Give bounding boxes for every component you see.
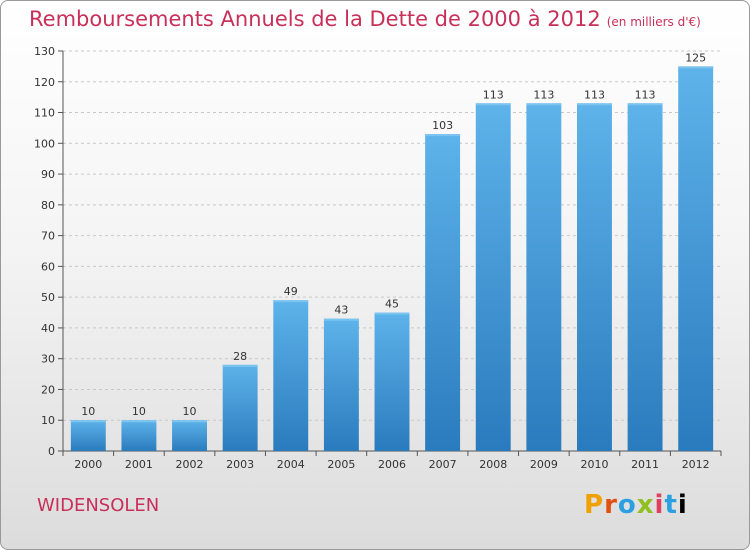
logo-letter: o (617, 490, 637, 520)
bar-highlight (323, 318, 359, 321)
bar-highlight (526, 103, 562, 106)
data-label: 49 (284, 285, 298, 298)
bar (526, 103, 562, 452)
y-tick-label: 50 (41, 291, 55, 304)
y-tick-label: 70 (41, 230, 55, 243)
bar-highlight (627, 103, 663, 106)
y-tick-label: 20 (41, 383, 55, 396)
bar-highlight (121, 420, 157, 423)
y-tick-label: 90 (41, 168, 55, 181)
bar-highlight (475, 103, 511, 106)
data-label: 10 (132, 405, 146, 418)
bar (425, 134, 461, 452)
x-tick-label: 2006 (378, 458, 406, 471)
chart-unit: (en milliers d'€) (606, 15, 701, 29)
x-tick-label: 2001 (125, 458, 153, 471)
y-tick-label: 0 (48, 445, 55, 458)
chart-title: Remboursements Annuels de la Dette de 20… (29, 7, 701, 31)
bar-highlight (576, 103, 612, 106)
bars (70, 66, 714, 452)
y-tick-label: 80 (41, 199, 55, 212)
bar (121, 420, 157, 451)
bar (70, 420, 106, 451)
bar-highlight (273, 300, 309, 303)
y-tick-label: 100 (34, 137, 55, 150)
data-label: 103 (432, 119, 453, 132)
data-label: 10 (81, 405, 95, 418)
logo-letter: x (636, 490, 655, 520)
x-tick-label: 2012 (682, 458, 710, 471)
x-tick-label: 2004 (277, 458, 305, 471)
bar (576, 103, 612, 452)
y-tick-label: 10 (41, 414, 55, 427)
x-tick-label: 2000 (74, 458, 102, 471)
bar-highlight (222, 364, 258, 367)
x-tick-label: 2008 (479, 458, 507, 471)
x-tick-label: 2010 (580, 458, 608, 471)
commune-name: WIDENSOLEN (37, 495, 160, 516)
bar (273, 300, 309, 451)
logo-letter: r (604, 490, 618, 520)
bar-highlight (374, 312, 410, 315)
x-tick-label: 2007 (429, 458, 457, 471)
logo-letter: t (664, 490, 678, 520)
bar (475, 103, 511, 452)
bar (222, 364, 258, 451)
data-label: 10 (183, 405, 197, 418)
bar (627, 103, 663, 452)
bar (172, 420, 208, 451)
y-tick-label: 40 (41, 322, 55, 335)
x-tick-label: 2011 (631, 458, 659, 471)
proxiti-logo: Proxiti (584, 490, 688, 520)
data-label: 43 (334, 304, 348, 317)
bar-highlight (425, 134, 461, 137)
bar (678, 66, 714, 451)
bar (323, 318, 359, 451)
data-label: 113 (483, 88, 504, 101)
data-label: 113 (533, 88, 554, 101)
data-label: 113 (584, 88, 605, 101)
data-label: 113 (635, 88, 656, 101)
bar (374, 312, 410, 451)
logo-letter: P (584, 490, 605, 520)
logo-letter: i (654, 490, 665, 520)
x-tick-label: 2005 (327, 458, 355, 471)
y-tick-label: 110 (34, 107, 55, 120)
x-tick-label: 2003 (226, 458, 254, 471)
data-label: 125 (685, 51, 706, 64)
chart-title-text: Remboursements Annuels de la Dette de 20… (29, 7, 601, 31)
y-tick-label: 30 (41, 353, 55, 366)
logo-letter: i (677, 490, 688, 520)
y-tick-label: 130 (34, 45, 55, 58)
x-tick-label: 2002 (176, 458, 204, 471)
x-tick-label: 2009 (530, 458, 558, 471)
bar-highlight (678, 66, 714, 69)
data-label: 45 (385, 298, 399, 311)
y-tick-label: 60 (41, 260, 55, 273)
labels: 0 10 20 30 40 50 60 70 80 90 100 110 120 130 2000 10 200… (34, 45, 710, 471)
y-tick-label: 120 (34, 76, 55, 89)
bar-highlight (70, 420, 106, 423)
bar-highlight (172, 420, 208, 423)
data-label: 28 (233, 350, 247, 363)
